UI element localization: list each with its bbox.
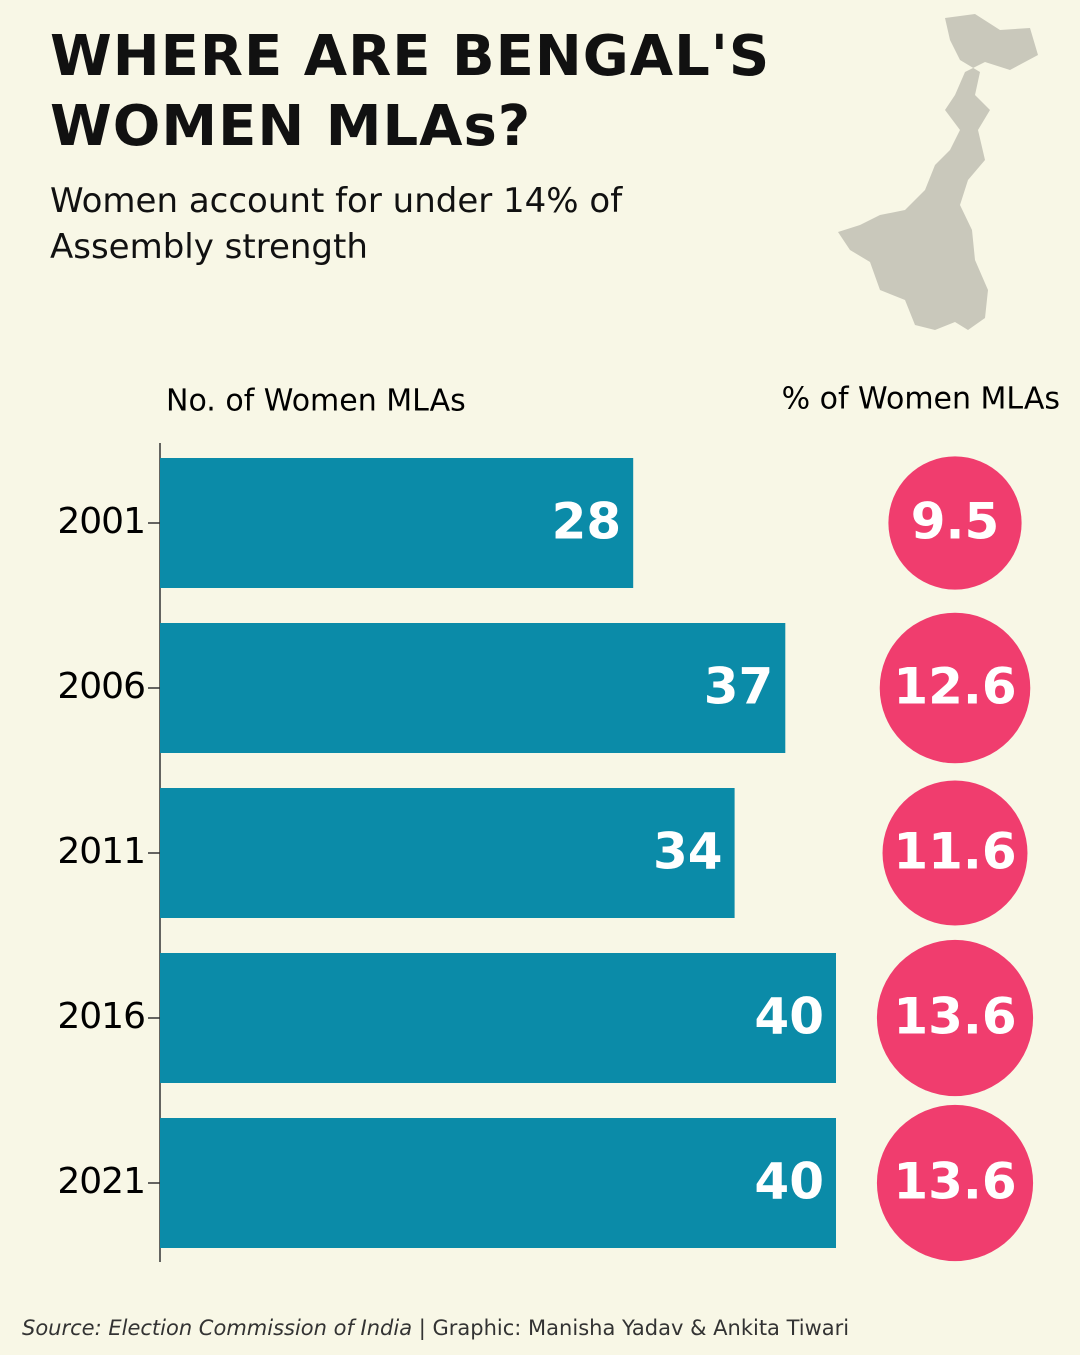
- bar: [160, 953, 836, 1083]
- percent-label: 12.6: [893, 658, 1016, 716]
- percent-label: 9.5: [911, 493, 1000, 551]
- percent-circle: [879, 612, 1031, 764]
- source: Source: Election Commission of India | G…: [22, 1316, 849, 1340]
- bar: [160, 623, 786, 753]
- y-tick-label: 2006: [57, 666, 145, 707]
- chart-subtitle: Women account for under 14% of Assembly …: [50, 181, 623, 267]
- map-illustration: [838, 14, 1038, 330]
- percent-circle: [888, 456, 1022, 590]
- chart-title: WHERE ARE BENGAL'S WOMEN MLAs?: [50, 24, 771, 159]
- percent-circle: [876, 1104, 1034, 1262]
- percent-circle: [882, 780, 1028, 926]
- y-tick-label: 2021: [57, 1161, 145, 1202]
- bar-value-label: 28: [552, 493, 622, 551]
- source-text: Source: Election Commission of India: [22, 1316, 413, 1340]
- bar-value-label: 37: [704, 658, 774, 716]
- y-tick-label: 2001: [57, 501, 145, 542]
- y-tick-label: 2011: [57, 831, 145, 872]
- bar-value-label: 34: [653, 823, 723, 881]
- bar: [160, 458, 634, 588]
- percent-label: 13.6: [893, 1153, 1016, 1211]
- percent-label: 13.6: [893, 988, 1016, 1046]
- legend-circles: % of Women MLAs: [782, 382, 1060, 417]
- bar: [160, 1118, 836, 1248]
- legend-bars: No. of Women MLAs: [166, 384, 466, 419]
- bar: [160, 788, 735, 918]
- bar-value-label: 40: [754, 988, 824, 1046]
- y-tick-label: 2016: [57, 996, 145, 1037]
- percent-label: 11.6: [893, 823, 1016, 881]
- percent-circle: [876, 939, 1034, 1097]
- bar-value-label: 40: [754, 1153, 824, 1211]
- credit: | Graphic: Manisha Yadav & Ankita Tiwari: [418, 1316, 850, 1340]
